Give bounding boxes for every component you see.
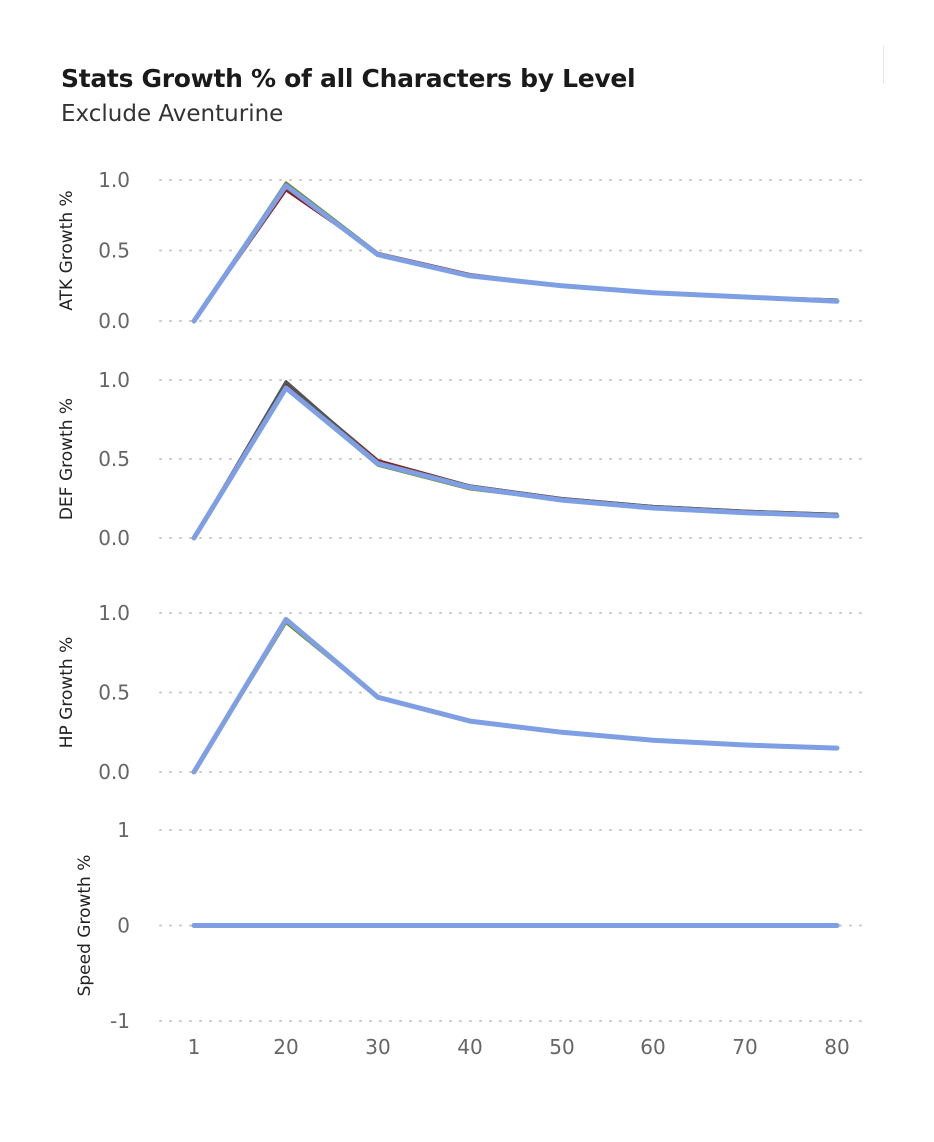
y-axis-label: ATK Growth % [57,190,77,310]
visual-border-mark [883,46,884,84]
x-tick-label: 20 [273,1035,298,1059]
y-tick-label: 0.5 [98,447,130,471]
y-tick-label: -1 [110,1009,130,1033]
y-tick-label: 0.0 [98,526,130,550]
series-line [191,183,840,324]
chart-panel: 0.0 0.5 1.0 ATK Growth % [57,168,871,333]
chart-panel: -1 0 1 Speed Growth % [75,818,871,1033]
x-tick-label: 40 [457,1035,482,1059]
series-line [192,386,839,540]
chart-subtitle: Exclude Aventurine [61,101,284,127]
y-axis-label: DEF Growth % [57,398,77,520]
y-tick-label: 1.0 [98,601,130,625]
series-line [192,621,839,774]
chart-panel: 0.0 0.5 1.0 DEF Growth % [57,368,871,550]
y-tick-label: 0.0 [98,760,130,784]
series-line [192,188,839,323]
y-tick-label: 0.0 [98,309,130,333]
y-tick-label: 1.0 [98,368,130,392]
y-axis-label: Speed Growth % [75,855,95,997]
series-line [191,385,840,541]
series-line [192,617,839,774]
x-tick-label: 60 [640,1035,665,1059]
series-line [192,181,839,323]
y-tick-label: 1 [117,818,130,842]
chart-title: Stats Growth % of all Characters by Leve… [61,64,636,93]
y-tick-label: 0 [117,914,130,938]
y-tick-label: 0.5 [98,239,130,263]
series-line [192,182,839,323]
y-tick-label: 1.0 [98,168,130,192]
x-tick-label: 1 [188,1035,201,1059]
x-tick-label: 30 [365,1035,390,1059]
x-tick-label: 80 [824,1035,849,1059]
x-tick-label: 50 [549,1035,574,1059]
series-line [191,616,840,775]
y-tick-label: 0.5 [98,681,130,705]
x-tick-label: 70 [732,1035,757,1059]
chart-panel: 0.0 0.5 1.0 HP Growth % [57,601,871,784]
y-axis-label: HP Growth % [57,637,77,749]
